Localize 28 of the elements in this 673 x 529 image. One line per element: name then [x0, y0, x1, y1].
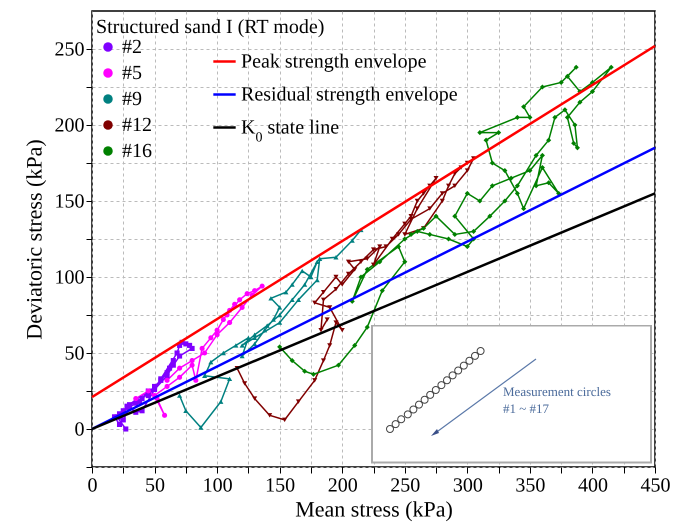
x-tick-label: 200 [328, 474, 358, 496]
y-tick-label: 150 [54, 190, 84, 212]
annotation: #1 ~ #17 [503, 400, 550, 417]
y-tick-label: 250 [54, 38, 84, 60]
x-tick-label: 350 [515, 474, 546, 496]
x-tick-label: 400 [578, 474, 608, 496]
legend-label: Peak strength envelope [241, 50, 427, 72]
legend-label: #16 [122, 140, 152, 162]
x-tick-label: 50 [145, 474, 166, 496]
legend-label: #2 [122, 36, 142, 58]
legend-label: #5 [122, 62, 142, 84]
y-tick-label: 200 [54, 114, 84, 136]
y-tick-label: 0 [74, 418, 84, 440]
x-tick-label: 450 [640, 474, 670, 496]
annotation: Measurement circles [503, 383, 611, 400]
x-tick-label: 250 [390, 474, 420, 496]
y-tick-label: 100 [54, 266, 84, 288]
legend-label: #12 [122, 114, 152, 136]
legend-label: K$_{0}$ state line [241, 116, 340, 145]
x-tick-label: 150 [265, 474, 296, 496]
legend-label: Residual strength envelope [241, 84, 458, 106]
x-axis-title: Mean stress (kPa) [295, 496, 453, 522]
y-axis-title: Deviatoric stress (kPa) [22, 139, 46, 340]
x-tick-label: 100 [202, 474, 233, 496]
chart-title: Structured sand I (RT mode) [96, 16, 324, 38]
legend-label: #9 [122, 88, 142, 110]
x-tick-label: 300 [452, 474, 483, 496]
y-tick-label: 50 [64, 342, 84, 364]
